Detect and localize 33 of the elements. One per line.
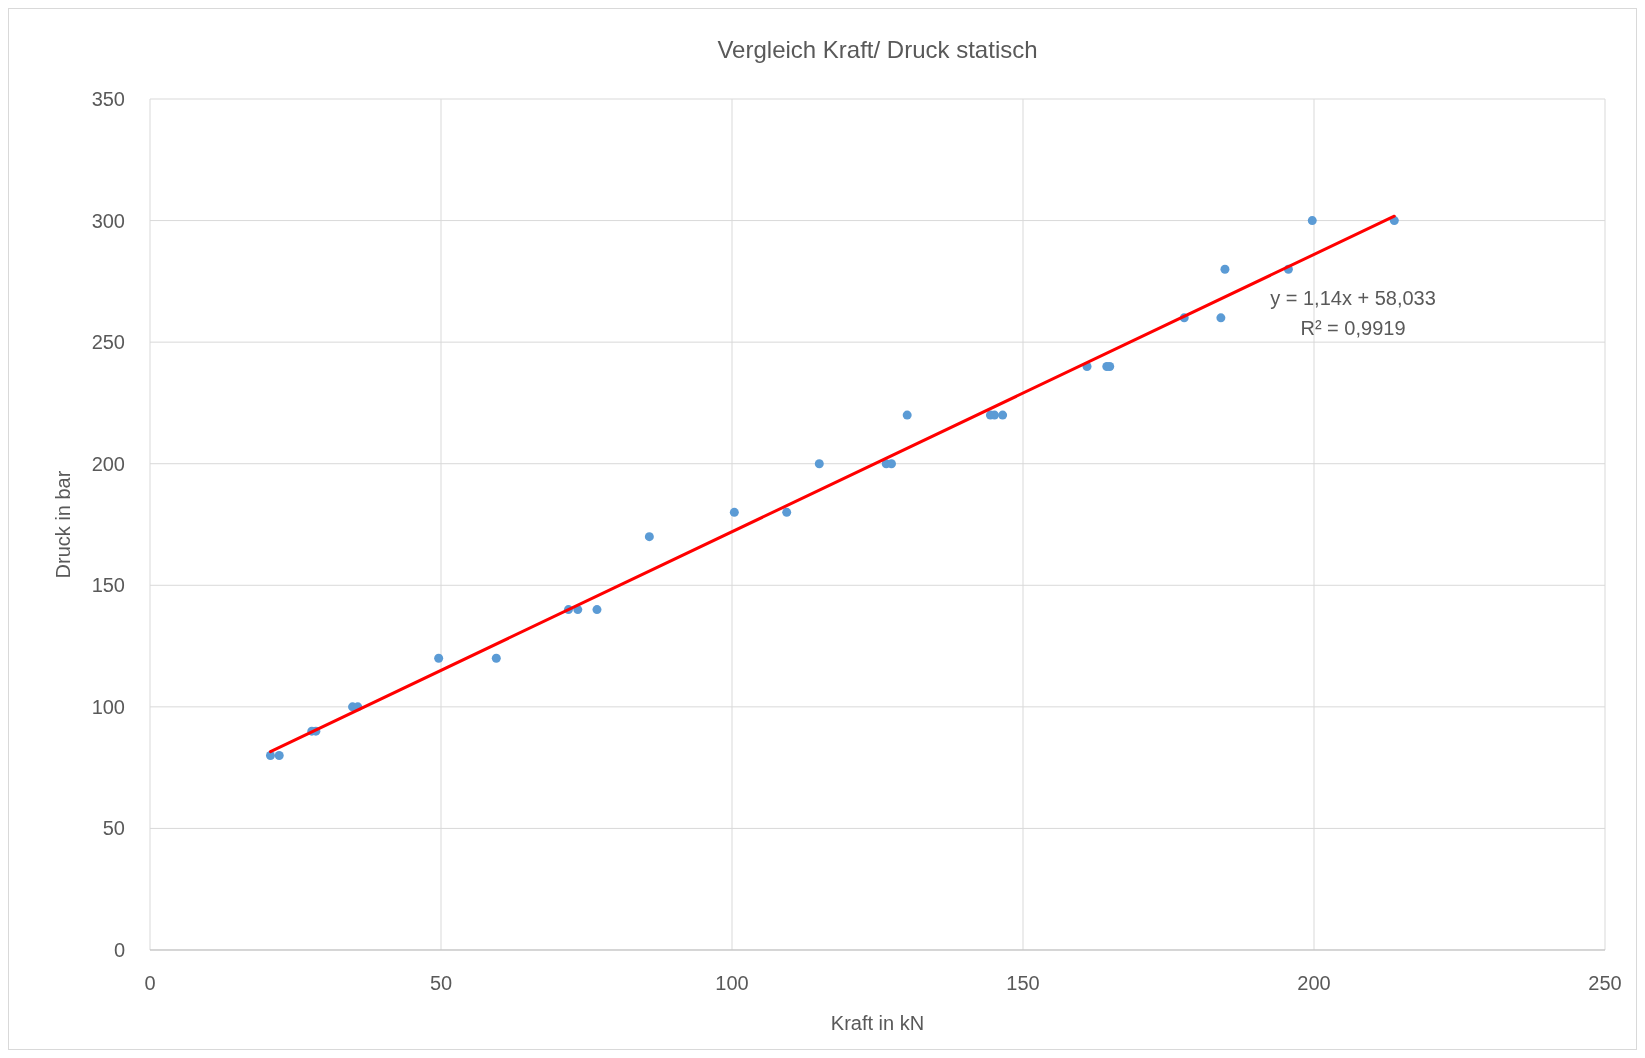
point	[998, 410, 1008, 420]
y-tick-label: 0	[113, 939, 125, 961]
y-tick-label: 250	[91, 331, 125, 354]
x-tick-label: 250	[1588, 972, 1622, 994]
point	[644, 532, 654, 542]
point	[1216, 313, 1226, 323]
y-tick-label: 350	[91, 88, 125, 110]
x-tick-label: 100	[715, 972, 749, 994]
point	[782, 507, 792, 517]
point	[1307, 216, 1317, 226]
y-tick-label: 200	[91, 452, 125, 475]
chart-title: Vergleich Kraft/ Druck statisch	[717, 36, 1038, 63]
annotation: y = 1,14x + 58,033	[1270, 287, 1436, 309]
x-tick-label: 150	[1006, 972, 1040, 994]
x-tick-label: 0	[144, 972, 156, 994]
point	[592, 605, 602, 615]
y-tick-label: 100	[91, 695, 125, 718]
y-tick-label: 300	[91, 209, 125, 232]
point	[491, 653, 501, 663]
point	[274, 750, 284, 760]
x-tick-label: 200	[1297, 972, 1331, 994]
y-tick-label: 150	[91, 574, 125, 597]
y-axis-title: Druck in bar	[52, 470, 74, 579]
x-axis-title: Kraft in kN	[830, 1012, 925, 1034]
y-tick-label: 50	[102, 817, 125, 840]
x-tick-label: 50	[429, 972, 453, 994]
point	[902, 410, 912, 420]
point	[1220, 264, 1230, 274]
annotation: R² = 0,9919	[1300, 317, 1406, 339]
point	[434, 653, 444, 663]
point	[265, 750, 275, 760]
point	[729, 507, 739, 517]
point	[814, 459, 824, 469]
